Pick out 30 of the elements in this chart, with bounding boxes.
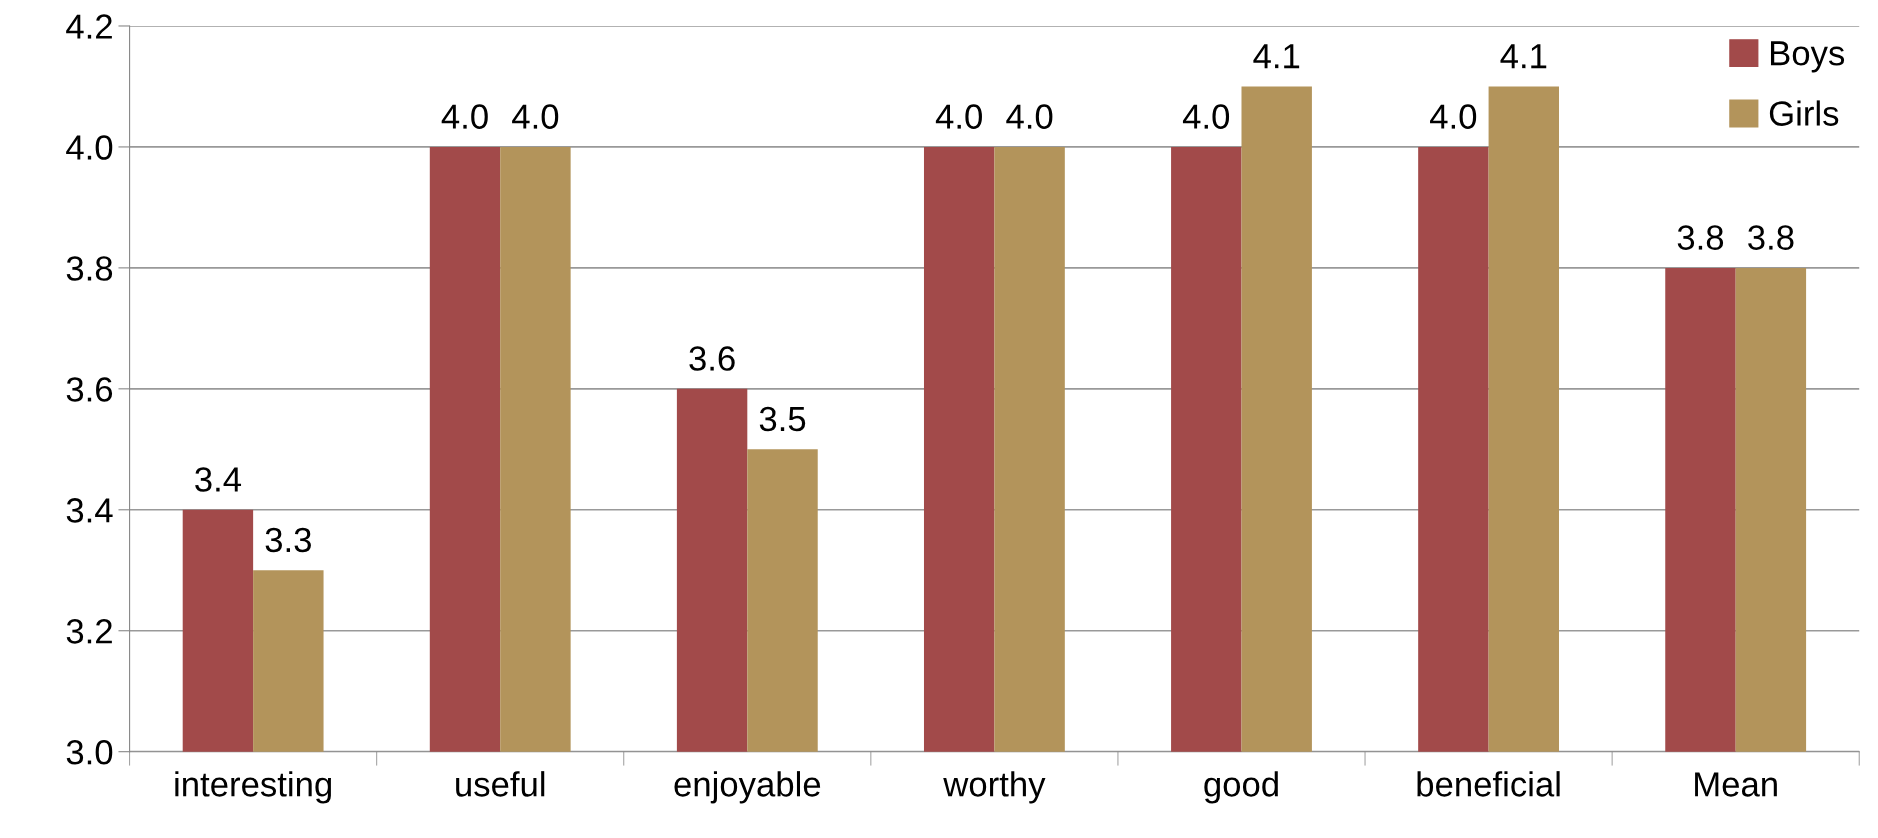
data-label: 4.0	[441, 104, 488, 129]
x-tick-label: interesting	[175, 771, 331, 804]
x-tick-label: good	[1204, 771, 1278, 804]
data-label: 4.1	[1253, 44, 1300, 69]
y-tick-label: 3.4	[66, 498, 113, 523]
y-tick-label: 4.0	[66, 135, 113, 160]
x-tick-label: beneficial	[1417, 771, 1560, 797]
y-tick-label: 3.0	[66, 740, 113, 765]
legend-label: Boys	[1770, 41, 1845, 73]
data-label: 3.4	[195, 467, 242, 492]
data-label: 4.0	[512, 104, 559, 129]
x-tick-label: useful	[456, 771, 545, 797]
y-tick-label: 3.2	[66, 619, 112, 644]
data-label: 4.0	[1430, 104, 1477, 129]
data-label: 4.1	[1500, 44, 1547, 69]
data-label: 4.0	[1182, 104, 1230, 129]
x-tick-label: Mean	[1695, 772, 1777, 797]
data-label: 3.5	[759, 406, 806, 432]
x-tick-label: enjoyable	[674, 771, 821, 804]
data-label: 4.0	[935, 104, 982, 129]
x-tick-label: worthy	[943, 771, 1046, 804]
data-label: 3.8	[1748, 225, 1794, 250]
y-tick-label: 3.6	[66, 377, 113, 402]
y-tick-label: 3.8	[66, 256, 113, 281]
data-label: 3.6	[689, 346, 735, 371]
y-tick-label: 4.2	[66, 14, 112, 39]
data-label: 4.0	[1006, 104, 1053, 129]
legend-label: Girls	[1769, 100, 1839, 126]
data-label: 3.3	[265, 527, 311, 553]
data-label: 3.8	[1677, 225, 1724, 250]
